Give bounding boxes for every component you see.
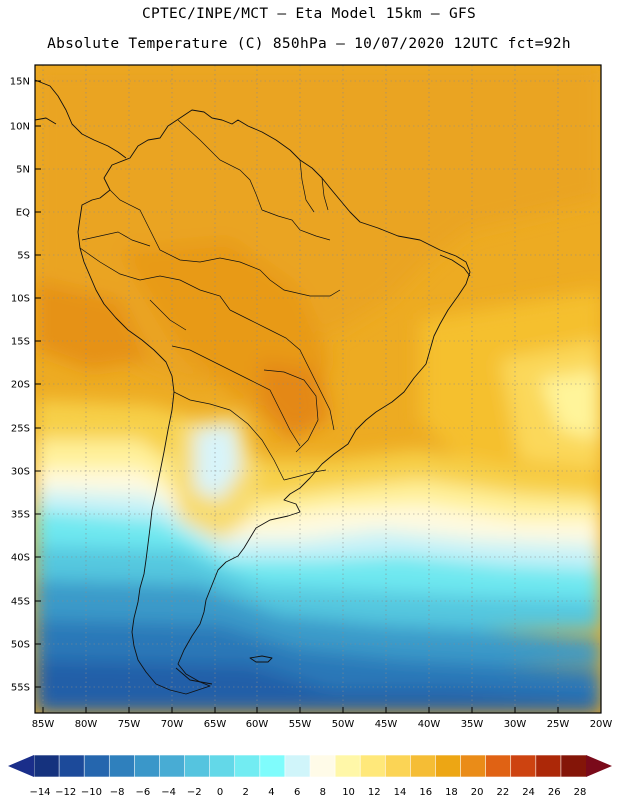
- title-line-2: Absolute Temperature (C) 850hPa – 10/07/…: [47, 36, 571, 52]
- colorbar-box: [259, 754, 286, 778]
- colorbar-label: 0: [217, 787, 223, 798]
- colorbar-box: [134, 754, 161, 778]
- colorbar-label: −8: [110, 787, 125, 798]
- lon-label-45W: 45W: [375, 719, 398, 730]
- lat-label-40S: 40S: [11, 553, 30, 564]
- lat-label-25S: 25S: [11, 424, 30, 435]
- colorbar-box: [334, 754, 361, 778]
- colorbar-label: 8: [320, 787, 326, 798]
- colorbar-label: −2: [187, 787, 202, 798]
- colorbar-label: 18: [445, 787, 458, 798]
- lat-label-35S: 35S: [11, 510, 30, 521]
- lon-label-35W: 35W: [461, 719, 484, 730]
- colorbar-label: 26: [548, 787, 561, 798]
- colorbar-box: [460, 754, 487, 778]
- colorbar-label: 14: [394, 787, 407, 798]
- colorbar-box: [83, 754, 110, 778]
- lon-label-75W: 75W: [118, 719, 141, 730]
- colorbar-box: [510, 754, 537, 778]
- lon-label-40W: 40W: [418, 719, 441, 730]
- lon-label-70W: 70W: [161, 719, 184, 730]
- colorbar-low-arrow: [8, 755, 34, 777]
- lat-label-15N: 15N: [10, 77, 30, 88]
- graticule: [35, 65, 602, 713]
- colorbar-label: 10: [342, 787, 355, 798]
- lat-labels: 15N 10N 5N EQ 5S 10S 15S 20S 25S 30S 35S 40S 45S 50S 5…: [10, 77, 30, 694]
- colorbar-label: −6: [135, 787, 150, 798]
- lat-label-55S: 55S: [11, 683, 30, 694]
- colorbar-label: 22: [496, 787, 509, 798]
- colorbar-label: 24: [522, 787, 535, 798]
- colorbar-box: [159, 754, 186, 778]
- colorbar-label: −14: [29, 787, 50, 798]
- lon-label-20W: 20W: [590, 719, 613, 730]
- colorbar-label: 6: [294, 787, 300, 798]
- lat-label-EQ: EQ: [16, 208, 30, 219]
- lat-tick-marks: [35, 80, 41, 688]
- lat-label-10S: 10S: [11, 294, 30, 305]
- lat-label-5S: 5S: [17, 251, 30, 262]
- lon-tick-marks: [42, 707, 602, 713]
- colorbar-box: [108, 754, 136, 778]
- lon-label-25W: 25W: [547, 719, 570, 730]
- lat-label-10N: 10N: [10, 122, 30, 133]
- lon-label-80W: 80W: [75, 719, 98, 730]
- title-line-1: CPTEC/INPE/MCT – Eta Model 15km – GFS: [141, 6, 477, 22]
- colorbar-box: [33, 754, 60, 778]
- lon-label-55W: 55W: [289, 719, 312, 730]
- colorbar-label: 16: [419, 787, 432, 798]
- colorbar-box: [359, 754, 386, 778]
- colorbar-box: [58, 754, 85, 778]
- country-borders: [79, 119, 341, 481]
- lat-label-20S: 20S: [11, 380, 30, 391]
- lat-label-30S: 30S: [11, 467, 30, 478]
- lat-label-5N: 5N: [16, 165, 30, 176]
- colorbar-box: [284, 754, 311, 778]
- colorbar-label: −10: [81, 787, 102, 798]
- colorbar-label: 20: [471, 787, 484, 798]
- lon-label-65W: 65W: [204, 719, 227, 730]
- temperature-field: [35, 65, 601, 713]
- colorbar-label: 2: [243, 787, 249, 798]
- colorbar-box: [435, 754, 462, 778]
- colorbar-label: 28: [574, 787, 587, 798]
- lon-label-85W: 85W: [32, 719, 55, 730]
- lon-label-50W: 50W: [332, 719, 355, 730]
- colorbar-label: −12: [55, 787, 76, 798]
- lat-label-50S: 50S: [11, 640, 30, 651]
- colorbar-box: [234, 754, 261, 778]
- colorbar-box: [535, 754, 562, 778]
- lat-label-15S: 15S: [11, 337, 30, 348]
- map-frame: [34, 64, 602, 714]
- colorbar-box: [309, 754, 336, 778]
- lat-label-45S: 45S: [11, 597, 30, 608]
- colorbar-label: 4: [268, 787, 274, 798]
- colorbar-label: −4: [161, 787, 176, 798]
- colorbar-box: [184, 754, 211, 778]
- colorbar-high-arrow: [586, 755, 612, 777]
- colorbar-box: [384, 754, 412, 778]
- colorbar-label: 12: [368, 787, 381, 798]
- colorbar-box: [209, 754, 236, 778]
- colorbar-box: [485, 754, 512, 778]
- colorbar-labels: −14 −12 −10 −8 −6 −4 −2 0 2 4 6 8 10 12 14 16 18 20 22 24 26…: [29, 787, 586, 798]
- lon-label-60W: 60W: [246, 719, 269, 730]
- coastlines: [34, 79, 471, 695]
- colorbar-box: [560, 754, 587, 778]
- colorbar-boxes: [33, 754, 587, 778]
- lon-labels: 85W 80W 75W 70W 65W 60W 55W 50W 45W 40W 35W 30W 25W 2…: [32, 719, 613, 730]
- colorbar-box: [410, 754, 437, 778]
- lon-label-30W: 30W: [504, 719, 527, 730]
